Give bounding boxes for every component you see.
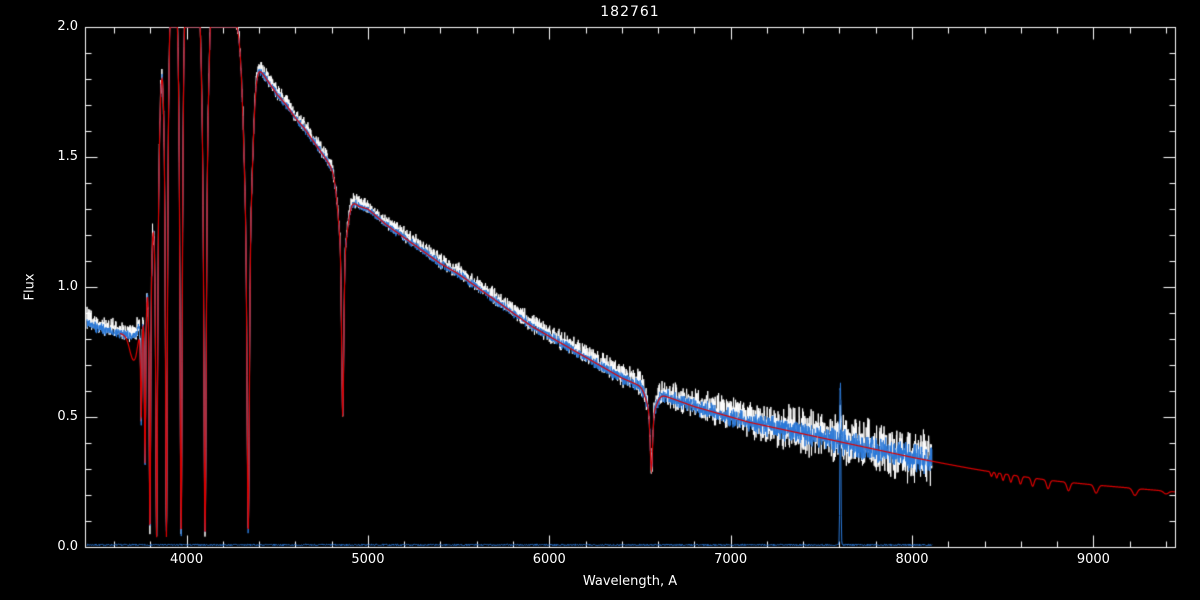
- y-tick-label: 0.5: [57, 409, 78, 424]
- y-tick-label: 1.0: [57, 279, 78, 294]
- x-tick-label: 8000: [895, 552, 929, 567]
- x-tick-label: 4000: [170, 552, 204, 567]
- x-tick-label: 6000: [532, 552, 566, 567]
- chart-title: 182761: [600, 4, 660, 20]
- x-tick-label: 7000: [714, 552, 748, 567]
- y-tick-label: 2.0: [57, 19, 78, 34]
- x-axis-label: Wavelength, A: [582, 574, 678, 589]
- y-tick-label: 0.0: [57, 539, 78, 554]
- x-tick-label: 9000: [1076, 552, 1110, 567]
- y-tick-label: 1.5: [57, 149, 78, 164]
- x-tick-label: 5000: [351, 552, 385, 567]
